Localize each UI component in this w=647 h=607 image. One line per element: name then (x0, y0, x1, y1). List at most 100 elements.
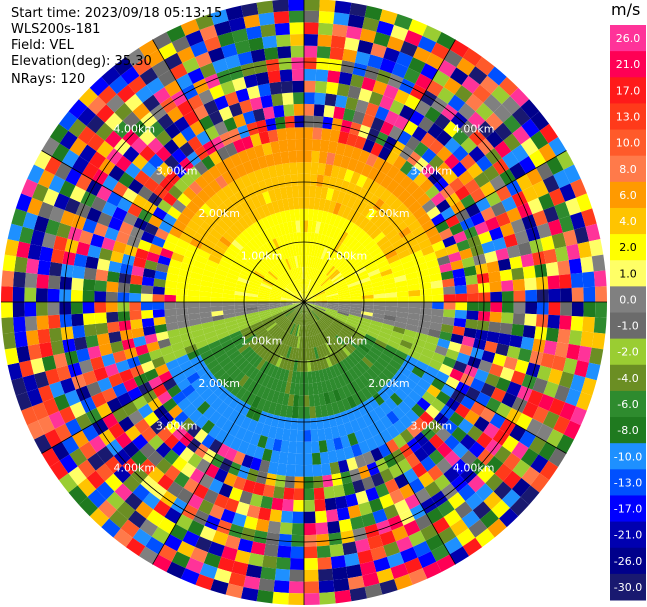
range-gate (243, 348, 255, 360)
range-gate (266, 214, 275, 228)
range-gate (194, 443, 209, 459)
range-gate (85, 407, 103, 425)
range-gate (369, 346, 383, 357)
range-gate (340, 410, 350, 424)
range-gate (421, 148, 437, 164)
range-gate (33, 371, 50, 389)
range-gate (272, 438, 283, 452)
range-gate (406, 423, 421, 438)
range-gate (325, 188, 335, 201)
range-gate (298, 197, 304, 209)
range-gate (336, 191, 346, 205)
range-gate (334, 94, 348, 109)
range-gate (397, 249, 411, 260)
range-gate (83, 323, 97, 337)
range-gate (364, 583, 383, 599)
range-gate (346, 382, 357, 396)
range-gate (324, 311, 336, 318)
range-gate (374, 376, 387, 389)
range-gate (267, 254, 277, 266)
range-gate (287, 394, 295, 407)
range-gate (235, 163, 248, 178)
range-gate (421, 199, 436, 213)
range-gate (41, 232, 57, 249)
range-gate (492, 353, 507, 367)
range-gate (349, 2, 367, 18)
range-gate (249, 96, 263, 111)
range-gate (308, 244, 314, 256)
range-gate (280, 151, 290, 164)
range-gate (420, 163, 436, 179)
range-gate (86, 381, 102, 397)
range-gate (304, 511, 316, 524)
range-gate (322, 279, 333, 289)
range-gate (338, 263, 350, 273)
range-gate (336, 507, 351, 521)
range-gate (290, 311, 298, 322)
range-gate (311, 150, 320, 163)
range-gate (337, 289, 350, 295)
range-gate (347, 85, 362, 100)
range-gate (191, 329, 205, 339)
range-gate (366, 264, 379, 274)
range-gate (337, 374, 347, 388)
range-gate (348, 367, 359, 381)
range-gate (234, 287, 248, 293)
range-gate (358, 465, 371, 480)
range-gate (538, 441, 557, 461)
range-gate (421, 347, 435, 359)
range-gate (488, 271, 502, 283)
range-gate (210, 453, 225, 469)
range-gate (304, 150, 312, 163)
range-gate (180, 19, 200, 36)
range-gate (275, 211, 283, 225)
range-gate (246, 351, 258, 363)
range-gate (472, 253, 487, 266)
range-gate (480, 75, 499, 95)
range-gate (326, 305, 339, 310)
range-gate (331, 322, 342, 332)
range-gate (75, 385, 92, 402)
range-gate (267, 401, 277, 415)
range-gate (338, 297, 351, 301)
range-gate (350, 515, 365, 530)
range-gate (347, 157, 359, 172)
range-gate (355, 247, 368, 258)
range-gate (390, 216, 404, 229)
range-gate (570, 406, 587, 426)
range-gate (314, 306, 326, 312)
range-gate (253, 168, 265, 183)
range-gate (30, 229, 46, 247)
colorbar-segment (610, 495, 646, 523)
range-gate (361, 294, 374, 299)
range-gate (199, 302, 211, 308)
range-gate (283, 487, 295, 500)
range-gate (554, 342, 569, 358)
range-gate (394, 573, 413, 591)
range-gate (400, 546, 418, 564)
range-gate (237, 465, 250, 480)
range-gate (16, 345, 31, 363)
range-gate (200, 370, 214, 383)
range-gate (132, 528, 152, 547)
range-gate (501, 151, 520, 169)
range-gate (280, 303, 293, 306)
range-gate (270, 225, 279, 239)
range-gate (329, 461, 341, 475)
range-gate (208, 110, 224, 126)
range-gate (476, 155, 493, 172)
range-gate (157, 113, 174, 130)
range-gate (37, 328, 51, 344)
range-gate (511, 267, 525, 281)
range-gate (323, 262, 332, 274)
range-gate (308, 312, 314, 324)
range-gate (177, 100, 194, 117)
range-gate (135, 344, 149, 357)
range-gate (154, 363, 170, 377)
range-gate (322, 281, 334, 290)
range-gate (164, 294, 176, 302)
range-gate (333, 578, 350, 592)
range-gate (378, 443, 392, 458)
range-gate (245, 302, 258, 306)
range-gate (72, 325, 86, 339)
